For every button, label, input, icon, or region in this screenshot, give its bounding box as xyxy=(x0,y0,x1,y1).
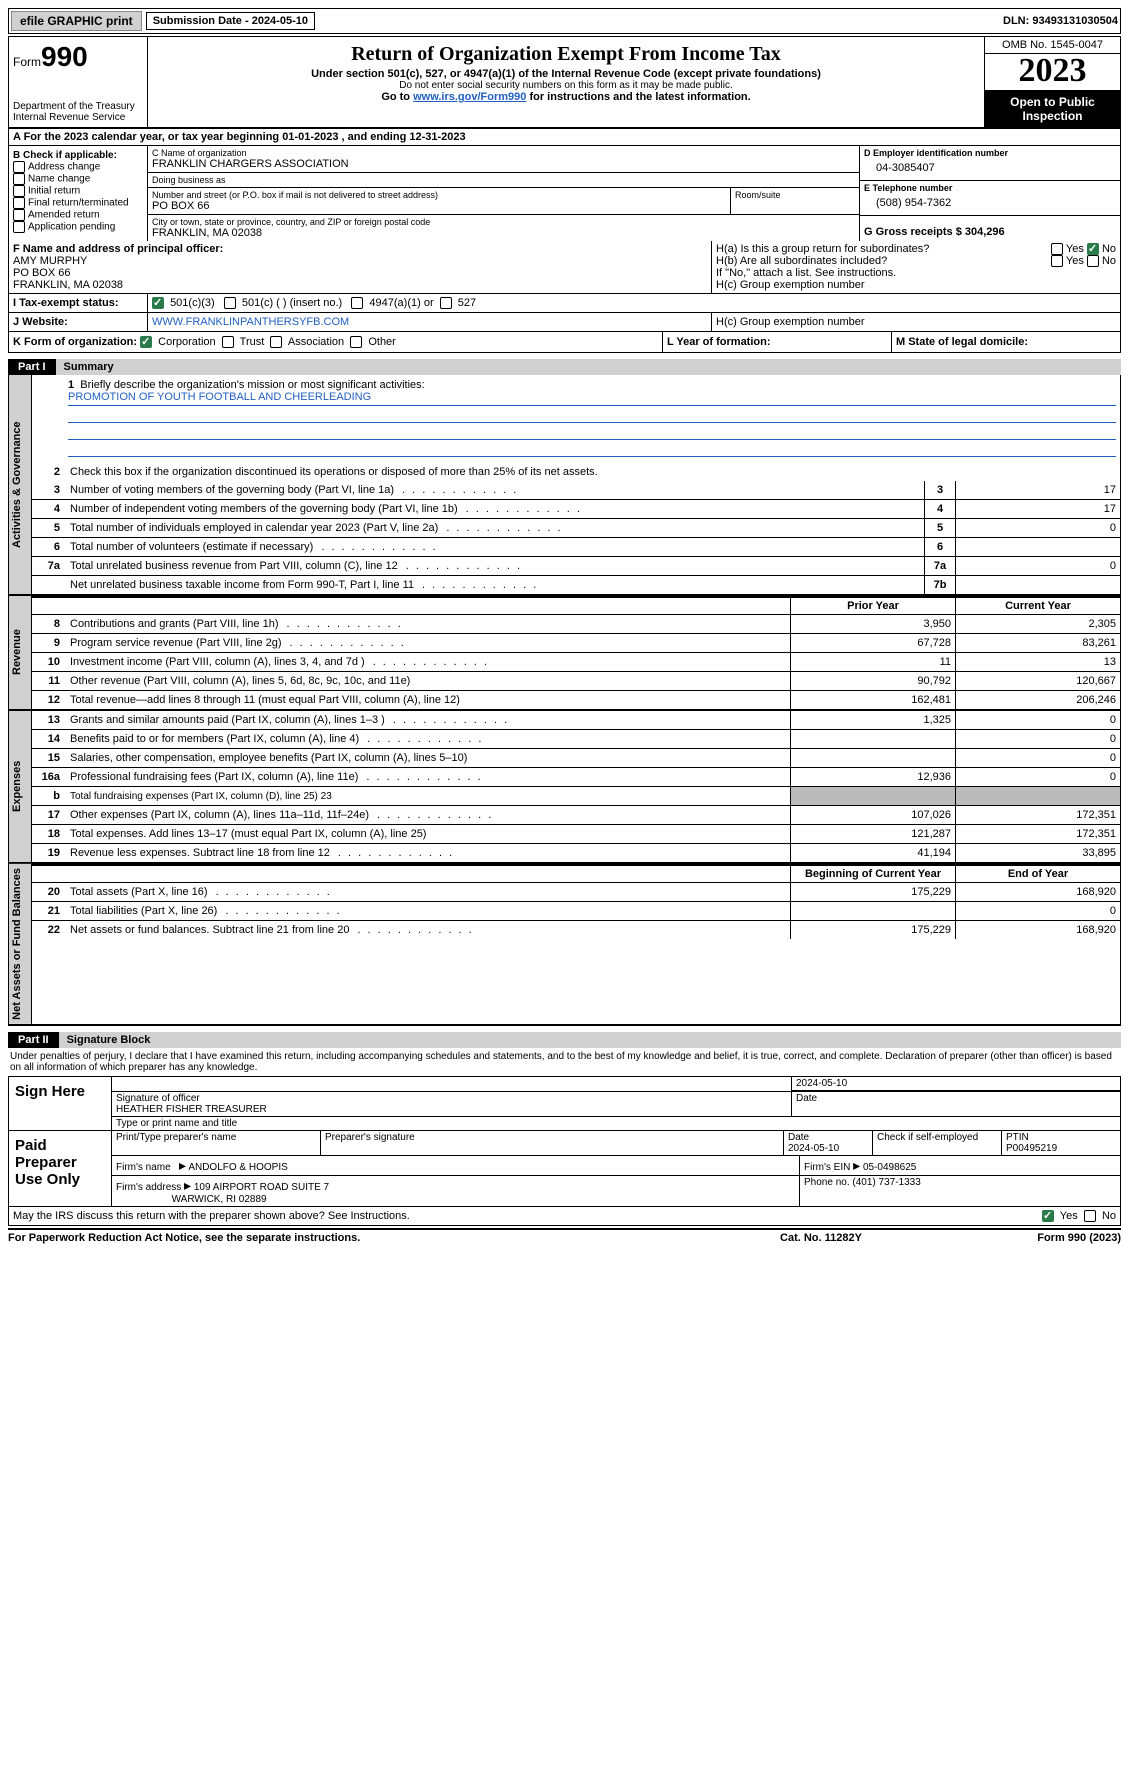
line-1: 1 Briefly describe the organization's mi… xyxy=(32,375,1120,463)
chk-discuss-no[interactable] xyxy=(1084,1210,1096,1222)
chk-ha-no[interactable] xyxy=(1087,243,1099,255)
chk-hb-no[interactable] xyxy=(1087,255,1099,267)
chk-501c[interactable] xyxy=(224,297,236,309)
box-f: F Name and address of principal officer:… xyxy=(9,241,711,293)
box-g: G Gross receipts $ 304,296 xyxy=(860,216,1120,240)
box-b: B Check if applicable: Address change Na… xyxy=(9,146,148,241)
chk-501c3[interactable] xyxy=(152,297,164,309)
row-klm: K Form of organization: Corporation Trus… xyxy=(8,332,1121,353)
tab-netassets: Net Assets or Fund Balances xyxy=(9,864,32,1024)
tab-revenue: Revenue xyxy=(9,596,32,709)
section-bcde: B Check if applicable: Address change Na… xyxy=(8,146,1121,241)
chk-assoc[interactable] xyxy=(270,336,282,348)
declaration: Under penalties of perjury, I declare th… xyxy=(8,1048,1121,1076)
tab-governance: Activities & Governance xyxy=(9,375,32,594)
row-a: A For the 2023 calendar year, or tax yea… xyxy=(8,129,1121,146)
box-c-dba: Doing business as xyxy=(148,173,859,188)
box-e: E Telephone number (508) 954-7362 xyxy=(860,181,1120,216)
row-i: I Tax-exempt status: 501(c)(3) 501(c) ( … xyxy=(8,294,1121,313)
chk-discuss-yes[interactable] xyxy=(1042,1210,1054,1222)
row-j: J Website: WWW.FRANKLINPANTHERSYFB.COM H… xyxy=(8,313,1121,332)
paid-preparer: Paid Preparer Use Only Print/Type prepar… xyxy=(8,1131,1121,1207)
chk-527[interactable] xyxy=(440,297,452,309)
box-h: H(a) Is this a group return for subordin… xyxy=(711,241,1120,293)
subtitle-2: Do not enter social security numbers on … xyxy=(156,80,976,91)
open-inspection: Open to Public Inspection xyxy=(985,91,1120,127)
chk-other[interactable] xyxy=(350,336,362,348)
chk-initial-return[interactable] xyxy=(13,185,25,197)
part2-header: Part II Signature Block xyxy=(8,1032,1121,1048)
box-d: D Employer identification number 04-3085… xyxy=(860,146,1120,181)
chk-amended[interactable] xyxy=(13,209,25,221)
chk-name-change[interactable] xyxy=(13,173,25,185)
box-c-room: Room/suite xyxy=(730,188,859,215)
chk-corp[interactable] xyxy=(140,336,152,348)
discuss-row: May the IRS discuss this return with the… xyxy=(8,1207,1121,1226)
irs-link[interactable]: www.irs.gov/Form990 xyxy=(413,91,526,103)
chk-trust[interactable] xyxy=(222,336,234,348)
chk-4947[interactable] xyxy=(351,297,363,309)
chk-hb-yes[interactable] xyxy=(1051,255,1063,267)
topbar: efile GRAPHIC print Submission Date - 20… xyxy=(8,8,1121,34)
form-header: Form990 Department of the Treasury Inter… xyxy=(8,36,1121,129)
chk-final-return[interactable] xyxy=(13,197,25,209)
submission-date: Submission Date - 2024-05-10 xyxy=(146,12,315,30)
tax-year: 2023 xyxy=(985,54,1120,91)
subtitle-1: Under section 501(c), 527, or 4947(a)(1)… xyxy=(156,68,976,80)
form-title: Return of Organization Exempt From Incom… xyxy=(156,43,976,66)
mission-text: PROMOTION OF YOUTH FOOTBALL AND CHEERLEA… xyxy=(68,391,1116,406)
chk-ha-yes[interactable] xyxy=(1051,243,1063,255)
box-hc: H(c) Group exemption number xyxy=(711,313,1120,331)
subtitle-3: Go to www.irs.gov/Form990 for instructio… xyxy=(156,91,976,103)
row-fh: F Name and address of principal officer:… xyxy=(8,241,1121,294)
box-c-addr: Number and street (or P.O. box if mail i… xyxy=(148,188,730,215)
efile-print-button[interactable]: efile GRAPHIC print xyxy=(11,11,142,31)
chk-app-pending[interactable] xyxy=(13,221,25,233)
dln: DLN: 93493131030504 xyxy=(1003,15,1118,27)
sign-here: Sign Here 2024-05-10 Signature of office… xyxy=(8,1076,1121,1131)
website-link[interactable]: WWW.FRANKLINPANTHERSYFB.COM xyxy=(152,316,349,328)
part1-header: Part I Summary xyxy=(8,359,1121,375)
tab-expenses: Expenses xyxy=(9,711,32,862)
page-footer: For Paperwork Reduction Act Notice, see … xyxy=(8,1228,1121,1244)
chk-address-change[interactable] xyxy=(13,161,25,173)
dept: Department of the Treasury Internal Reve… xyxy=(13,101,143,123)
form-number: Form990 xyxy=(13,41,143,73)
box-m: M State of legal domicile: xyxy=(891,332,1120,352)
box-c-name: C Name of organization FRANKLIN CHARGERS… xyxy=(148,146,859,173)
box-l: L Year of formation: xyxy=(662,332,891,352)
box-c-city: City or town, state or province, country… xyxy=(148,215,859,241)
